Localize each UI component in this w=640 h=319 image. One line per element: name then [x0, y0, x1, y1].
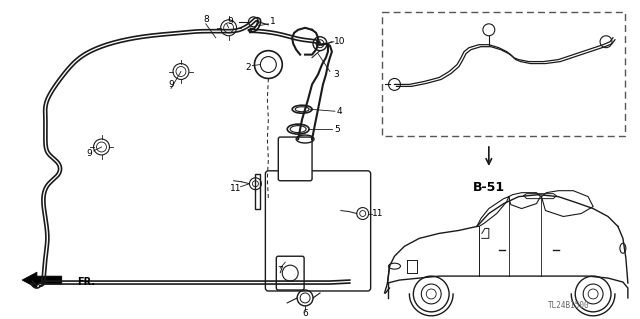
- FancyBboxPatch shape: [266, 171, 371, 291]
- Text: 11: 11: [372, 209, 383, 218]
- Text: B-51: B-51: [473, 181, 505, 194]
- Text: 3: 3: [333, 70, 339, 79]
- FancyBboxPatch shape: [278, 137, 312, 181]
- Text: FR.: FR.: [77, 277, 95, 287]
- Text: 7: 7: [277, 266, 283, 275]
- Text: 1: 1: [269, 17, 275, 26]
- Text: 2: 2: [246, 63, 252, 72]
- Text: 5: 5: [334, 125, 340, 134]
- Text: 9: 9: [86, 149, 92, 159]
- Text: 4: 4: [337, 107, 342, 116]
- Text: 10: 10: [334, 37, 346, 46]
- Polygon shape: [22, 272, 62, 288]
- Text: 8: 8: [203, 15, 209, 24]
- FancyBboxPatch shape: [276, 256, 304, 290]
- Text: 6: 6: [302, 309, 308, 318]
- Text: 9: 9: [168, 80, 174, 89]
- Text: 9: 9: [228, 17, 234, 26]
- Text: TL24B1500: TL24B1500: [547, 301, 589, 310]
- Bar: [381, 12, 625, 136]
- Text: 11: 11: [230, 184, 241, 193]
